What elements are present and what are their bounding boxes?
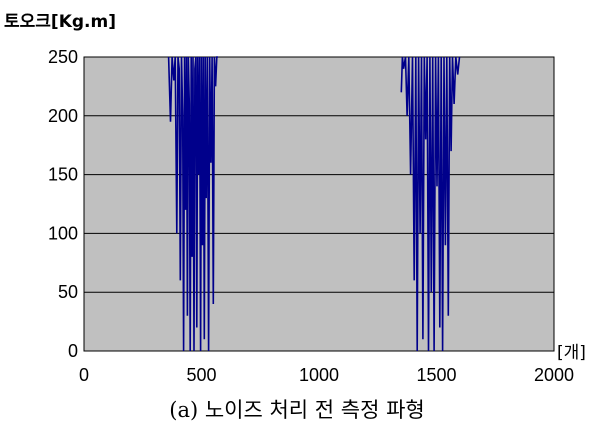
x-tick-labels: 0 500 1000 1500 2000 bbox=[79, 365, 574, 385]
x-tick-label: 1000 bbox=[299, 365, 339, 385]
x-tick-label: 500 bbox=[186, 365, 216, 385]
y-tick-label: 0 bbox=[68, 341, 78, 361]
y-tick-label: 200 bbox=[48, 106, 78, 126]
y-tick-labels: 0 50 100 150 200 250 bbox=[48, 47, 78, 361]
series-layer bbox=[167, 56, 461, 352]
y-tick-label: 100 bbox=[48, 223, 78, 243]
series-line-1 bbox=[167, 56, 218, 352]
plot-area bbox=[83, 56, 555, 352]
y-tick-label: 50 bbox=[58, 282, 78, 302]
x-tick-label: 0 bbox=[79, 365, 89, 385]
x-axis-unit-label: [개] bbox=[557, 343, 586, 363]
x-tick-label: 1500 bbox=[416, 365, 456, 385]
x-tick-label: 2000 bbox=[534, 365, 574, 385]
y-tick-label: 150 bbox=[48, 165, 78, 185]
grid-lines bbox=[84, 56, 554, 352]
y-tick-label: 250 bbox=[48, 47, 78, 67]
figure-caption: (a) 노이즈 처리 전 측정 파형 bbox=[169, 398, 424, 422]
y-axis-label: 토오크[Kg.m] bbox=[4, 12, 116, 32]
series-line-2 bbox=[400, 56, 461, 352]
